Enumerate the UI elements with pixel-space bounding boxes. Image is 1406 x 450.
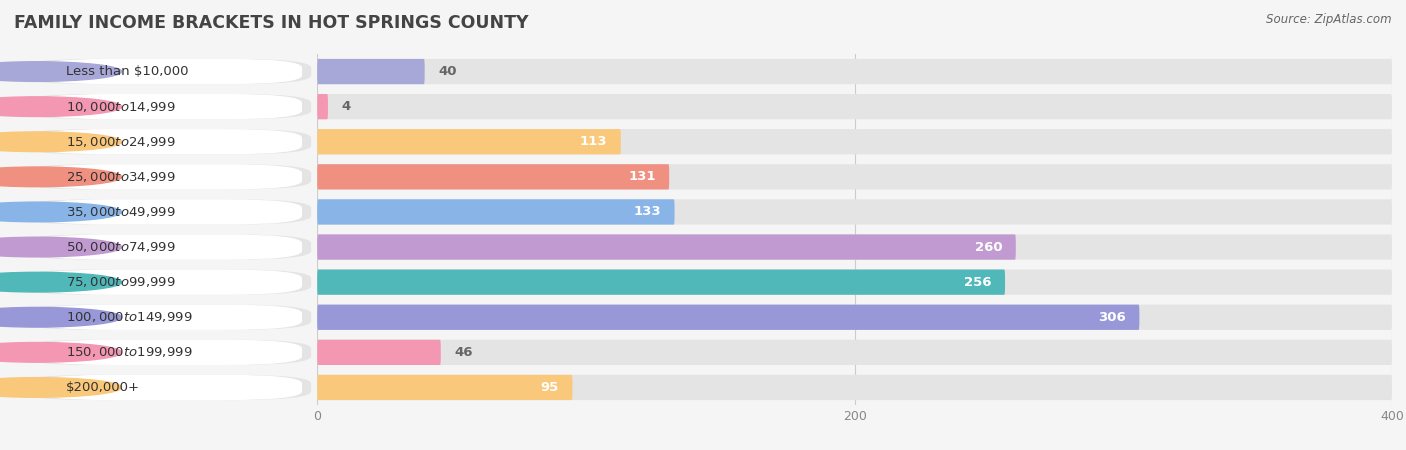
FancyBboxPatch shape [20,340,311,365]
Circle shape [0,202,122,222]
Text: Source: ZipAtlas.com: Source: ZipAtlas.com [1267,14,1392,27]
Text: $75,000 to $99,999: $75,000 to $99,999 [66,275,176,289]
FancyBboxPatch shape [318,234,1015,260]
FancyBboxPatch shape [318,375,1392,400]
FancyBboxPatch shape [20,199,311,225]
Circle shape [0,378,122,397]
FancyBboxPatch shape [20,129,311,154]
FancyBboxPatch shape [318,305,1392,330]
Circle shape [0,167,122,187]
FancyBboxPatch shape [20,94,311,119]
FancyBboxPatch shape [318,375,572,400]
Circle shape [0,62,122,81]
FancyBboxPatch shape [20,305,311,330]
FancyBboxPatch shape [318,199,675,225]
FancyBboxPatch shape [20,270,311,295]
Text: $50,000 to $74,999: $50,000 to $74,999 [66,240,176,254]
Text: $15,000 to $24,999: $15,000 to $24,999 [66,135,176,149]
Text: 131: 131 [628,171,655,183]
FancyBboxPatch shape [35,305,302,330]
Text: $25,000 to $34,999: $25,000 to $34,999 [66,170,176,184]
FancyBboxPatch shape [318,164,1392,189]
Text: 46: 46 [454,346,472,359]
FancyBboxPatch shape [318,59,1392,84]
FancyBboxPatch shape [35,234,302,260]
FancyBboxPatch shape [318,270,1005,295]
Text: 95: 95 [541,381,560,394]
Text: 4: 4 [342,100,350,113]
FancyBboxPatch shape [20,164,311,189]
FancyBboxPatch shape [35,270,302,295]
FancyBboxPatch shape [318,305,1139,330]
FancyBboxPatch shape [318,59,425,84]
Circle shape [0,237,122,257]
FancyBboxPatch shape [318,199,1392,225]
FancyBboxPatch shape [318,164,669,189]
Circle shape [0,132,122,152]
FancyBboxPatch shape [20,59,311,84]
Text: $35,000 to $49,999: $35,000 to $49,999 [66,205,176,219]
FancyBboxPatch shape [318,129,1392,154]
Text: 113: 113 [579,135,607,148]
Circle shape [0,307,122,327]
FancyBboxPatch shape [318,270,1392,295]
FancyBboxPatch shape [35,94,302,119]
FancyBboxPatch shape [318,94,328,119]
FancyBboxPatch shape [20,375,311,400]
FancyBboxPatch shape [35,129,302,154]
Circle shape [0,97,122,117]
FancyBboxPatch shape [318,340,1392,365]
Text: 133: 133 [634,206,661,218]
Text: 306: 306 [1098,311,1126,324]
FancyBboxPatch shape [35,199,302,225]
FancyBboxPatch shape [35,59,302,84]
Circle shape [0,272,122,292]
FancyBboxPatch shape [35,340,302,365]
Text: 256: 256 [965,276,991,288]
Text: 260: 260 [974,241,1002,253]
Text: 40: 40 [439,65,457,78]
Circle shape [0,342,122,362]
Text: $10,000 to $14,999: $10,000 to $14,999 [66,99,176,114]
FancyBboxPatch shape [318,340,441,365]
FancyBboxPatch shape [318,94,1392,119]
FancyBboxPatch shape [35,375,302,400]
Text: $100,000 to $149,999: $100,000 to $149,999 [66,310,193,324]
Text: $150,000 to $199,999: $150,000 to $199,999 [66,345,193,360]
Text: Less than $10,000: Less than $10,000 [66,65,188,78]
FancyBboxPatch shape [35,164,302,189]
FancyBboxPatch shape [20,234,311,260]
FancyBboxPatch shape [318,129,621,154]
FancyBboxPatch shape [318,234,1392,260]
Text: $200,000+: $200,000+ [66,381,139,394]
Text: FAMILY INCOME BRACKETS IN HOT SPRINGS COUNTY: FAMILY INCOME BRACKETS IN HOT SPRINGS CO… [14,14,529,32]
